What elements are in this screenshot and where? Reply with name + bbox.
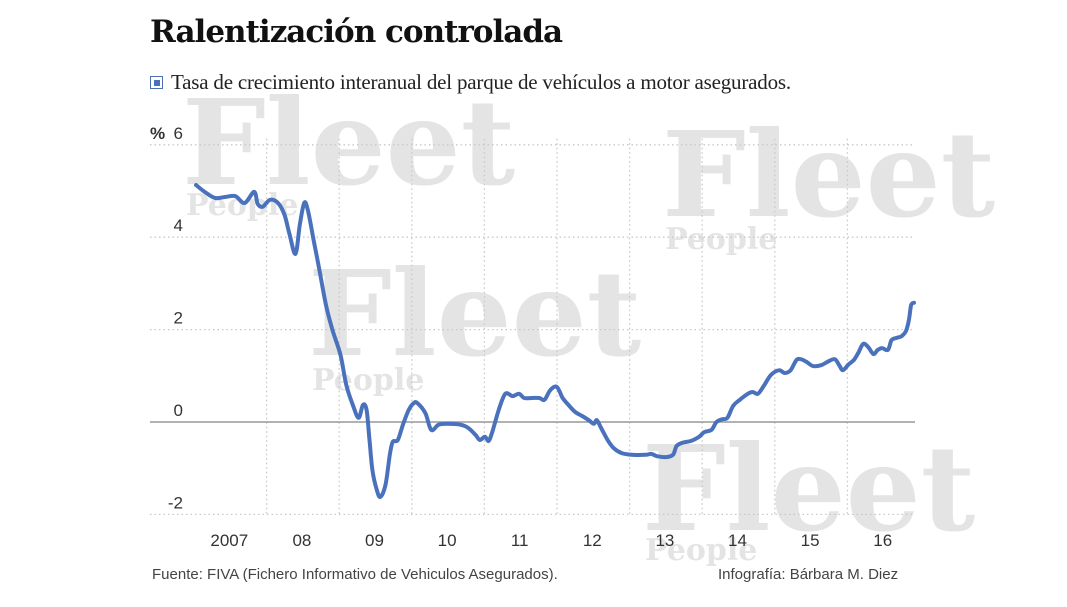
y-tick-label: 2 xyxy=(174,309,183,328)
y-tick-label: 0 xyxy=(174,401,183,420)
legend-square-icon xyxy=(150,76,163,89)
watermark-fleet-3: Fleet xyxy=(308,244,641,383)
x-tick-label: 13 xyxy=(655,531,674,550)
series-line xyxy=(194,183,916,499)
chart-title: Ralentización controlada xyxy=(150,14,563,50)
y-unit-label: % xyxy=(150,124,165,143)
watermark-people-2: People xyxy=(665,222,777,257)
legend-label: Tasa de crecimiento interanual del parqu… xyxy=(171,70,791,94)
series xyxy=(194,183,916,499)
x-tick-label: 15 xyxy=(801,531,820,550)
x-tick-label: 10 xyxy=(438,531,457,550)
watermark-fleet-4: Fleet xyxy=(642,419,975,558)
x-tick-label: 14 xyxy=(728,531,747,550)
x-tick-label: 09 xyxy=(365,531,384,550)
watermark-fleet-2: Fleet xyxy=(662,105,995,244)
x-axis: 2007 08 09 10 11 12 13 14 15 16 xyxy=(210,531,892,550)
watermark-fleet-1: Fleet xyxy=(182,73,515,212)
x-tick-label: 08 xyxy=(292,531,311,550)
credit-note: Infografía: Bárbara M. Diez xyxy=(718,566,899,583)
watermark-people-3: People xyxy=(312,363,424,398)
legend: Tasa de crecimiento interanual del parqu… xyxy=(150,70,791,95)
x-tick-label: 12 xyxy=(583,531,602,550)
grid xyxy=(150,138,915,517)
x-tick-label: 16 xyxy=(873,531,892,550)
x-tick-label: 2007 xyxy=(210,531,248,550)
x-tick-label: 11 xyxy=(511,531,529,550)
y-axis: % 6 4 2 0 -2 xyxy=(150,124,183,513)
y-tick-label: 4 xyxy=(174,216,183,235)
watermark-people-4: People xyxy=(645,533,757,568)
watermarks: Fleet People Fleet People Fleet People F… xyxy=(182,73,995,568)
y-tick-label: -2 xyxy=(168,493,183,512)
source-note: Fuente: FIVA (Fichero Informativo de Veh… xyxy=(152,566,558,583)
y-tick-label: 6 xyxy=(174,124,183,143)
